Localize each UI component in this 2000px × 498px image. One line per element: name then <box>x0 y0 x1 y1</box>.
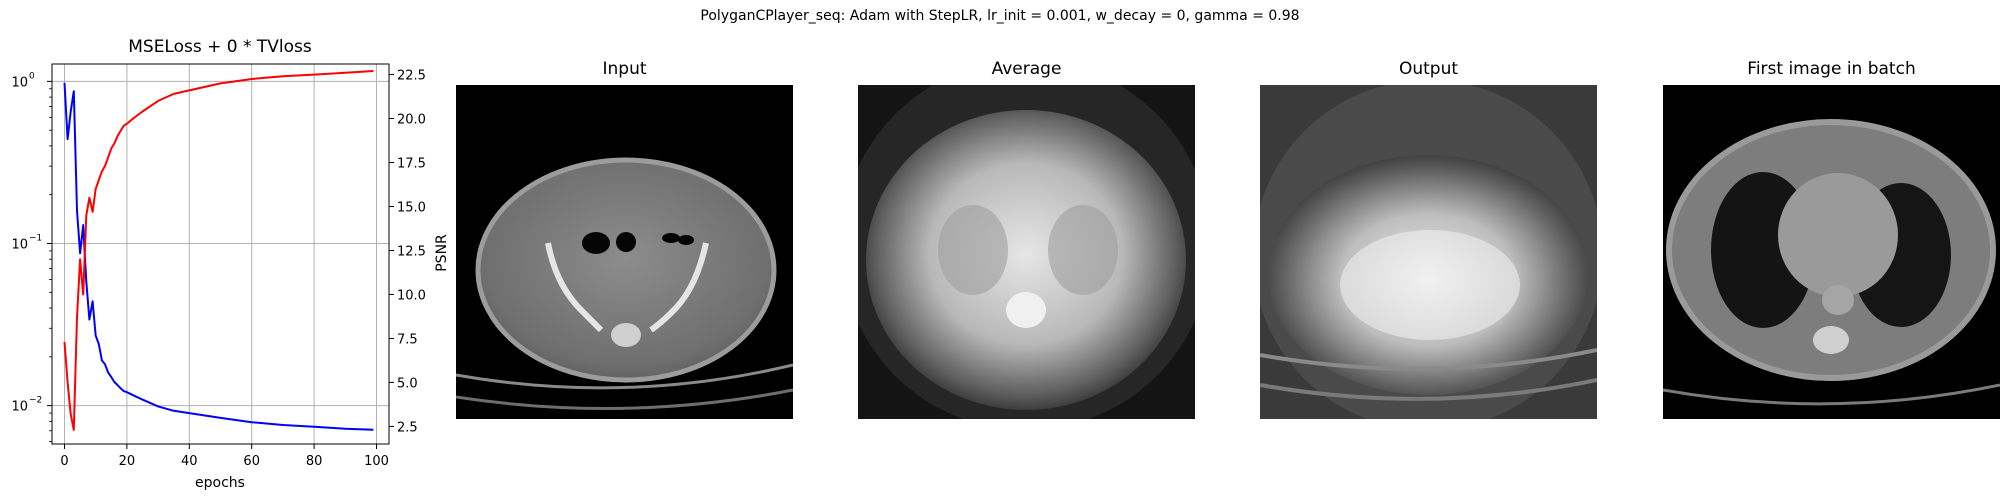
input-image <box>456 85 793 419</box>
x-tick-label: 80 <box>306 454 323 469</box>
y-tick-label: 10 <box>11 400 28 415</box>
vertebra <box>1813 326 1849 354</box>
y-tick-exponent: 0 <box>29 71 35 81</box>
panel-title-first-image: First image in batch <box>1747 59 1916 79</box>
body-outline <box>478 160 774 380</box>
y-right-tick-label: 20.0 <box>397 113 426 128</box>
bowel-gas-3 <box>662 233 680 243</box>
y-tick-base: 10 <box>11 75 28 90</box>
x-tick-label: 0 <box>60 454 68 469</box>
average-image <box>858 85 1195 419</box>
output-image <box>1260 85 1597 419</box>
body-fat-ring <box>475 157 777 383</box>
pelvic-bone-left <box>545 242 604 333</box>
y-right-tick-label: 10.0 <box>397 288 426 303</box>
psnr-series-line <box>63 70 374 431</box>
series-layer <box>63 70 374 431</box>
y-right-tick-label: 2.5 <box>397 420 418 435</box>
x-tick-label: 40 <box>181 454 198 469</box>
y-right-tick-label: 22.5 <box>397 69 426 84</box>
x-tick-label: 60 <box>243 454 260 469</box>
y-tick-label: 10 <box>11 75 28 90</box>
plot-frame <box>51 63 390 445</box>
y-tick-exponent: −1 <box>29 234 42 244</box>
y-right-tick-label: 7.5 <box>397 332 418 347</box>
average-body <box>866 110 1186 410</box>
y-right-tick-label: 17.5 <box>397 157 426 172</box>
y-right-axis-label: PSNR <box>434 234 450 272</box>
y-tick-label: 10 <box>11 238 28 253</box>
output-streak-2 <box>1260 378 1597 401</box>
aorta <box>1822 285 1854 315</box>
first-image-in-batch <box>1663 85 2000 419</box>
table-arc-2 <box>456 388 793 410</box>
bowel-gas-1 <box>582 232 610 254</box>
y-right-tick-label: 12.5 <box>397 244 426 259</box>
output-core <box>1340 230 1520 340</box>
x-tick-label: 20 <box>119 454 136 469</box>
chart-title: MSELoss + 0 * TVloss <box>128 37 312 57</box>
table-arc-1 <box>456 363 793 390</box>
chest-skin-ring <box>1666 119 1996 381</box>
heart <box>1778 173 1898 297</box>
average-spine <box>1006 292 1046 328</box>
y-tick-base: 10 <box>11 238 28 253</box>
average-lung-left <box>938 205 1008 295</box>
y-tick-base: 10 <box>11 400 28 415</box>
pelvic-bone-right <box>649 242 709 333</box>
x-tick-label: 100 <box>364 454 389 469</box>
y-right-tick-label: 15.0 <box>397 201 426 216</box>
chart-grid <box>52 64 389 444</box>
table-arc-chest <box>1663 383 2000 406</box>
bowel-gas-4 <box>678 235 694 245</box>
y-tick-exponent: −2 <box>29 396 42 406</box>
output-streak-1 <box>1260 348 1597 371</box>
spine <box>611 323 641 347</box>
y-right-tick-label: 5.0 <box>397 376 418 391</box>
panel-title-input: Input <box>602 59 647 79</box>
panel-title-output: Output <box>1398 59 1459 79</box>
panel-title-average: Average <box>991 59 1062 79</box>
loss-series-line <box>63 82 374 431</box>
average-lung-right <box>1048 205 1118 295</box>
bowel-gas-2 <box>616 232 636 252</box>
x-axis-label: epochs <box>195 475 245 491</box>
figure-title: PolyganCPlayer_seq: Adam with StepLR, lr… <box>700 8 1300 24</box>
